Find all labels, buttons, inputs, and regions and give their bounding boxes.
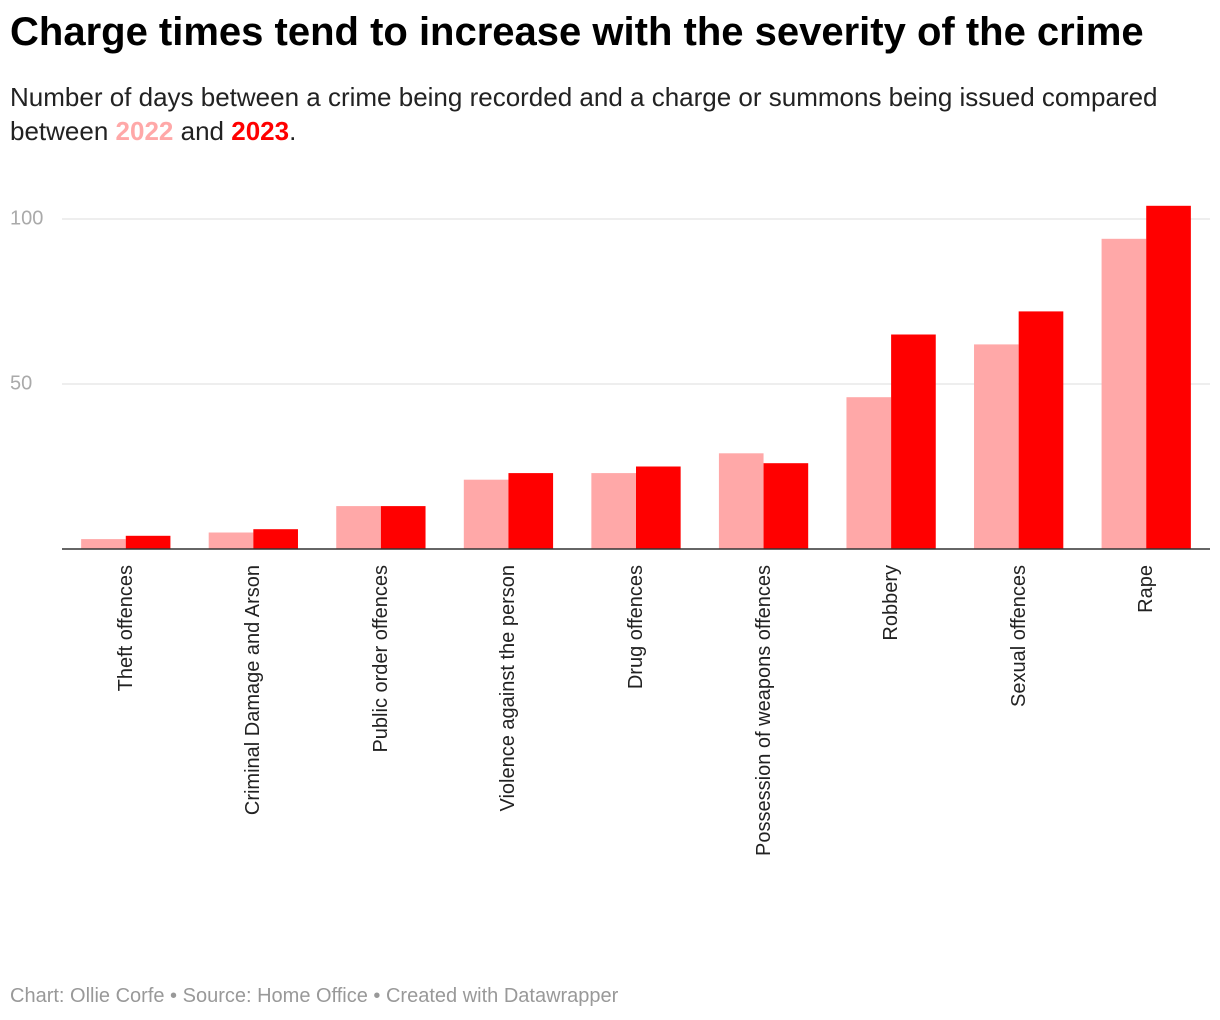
- chart-subtitle: Number of days between a crime being rec…: [10, 80, 1200, 148]
- x-tick-label: Violence against the person: [497, 565, 520, 812]
- bar: [380, 506, 426, 549]
- bar: [891, 334, 936, 549]
- x-tick-label: Possession of weapons offences: [752, 565, 775, 856]
- bar: [1018, 311, 1064, 549]
- chart-title: Charge times tend to increase with the s…: [10, 10, 1144, 54]
- x-tick-label: Rape: [1135, 565, 1158, 613]
- bar: [763, 463, 809, 549]
- bar: [208, 532, 254, 549]
- bar: [1146, 205, 1191, 550]
- x-tick-label: Sexual offences: [1007, 565, 1030, 707]
- bar: [636, 466, 681, 549]
- x-tick-label: Drug offences: [625, 565, 647, 690]
- source-note: Chart: Ollie Corfe • Source: Home Office…: [10, 985, 619, 1007]
- bar: [336, 506, 381, 549]
- bar: [253, 529, 298, 549]
- subtitle-text: .: [289, 116, 297, 146]
- legend-entry: 2022: [115, 116, 174, 146]
- bar: [846, 397, 892, 549]
- bar: [508, 473, 554, 549]
- x-tick-label: Public order offences: [369, 565, 392, 753]
- y-tick-label: 100: [10, 207, 43, 229]
- subtitle-text: and: [180, 116, 225, 146]
- bar: [125, 535, 171, 549]
- y-tick-label: 50: [10, 372, 32, 394]
- bar: [463, 479, 509, 549]
- bar: [718, 453, 764, 549]
- x-tick-label: Robbery: [880, 565, 903, 641]
- bar: [591, 473, 636, 549]
- x-tick-label: Criminal Damage and Arson: [242, 565, 265, 816]
- legend-entry: 2023: [231, 116, 290, 146]
- bar: [1101, 238, 1147, 550]
- bar: [974, 344, 1019, 549]
- subtitle-text: Number of days between a crime being rec…: [10, 82, 1158, 146]
- x-tick-label: Theft offences: [114, 565, 137, 692]
- bar: [81, 539, 126, 549]
